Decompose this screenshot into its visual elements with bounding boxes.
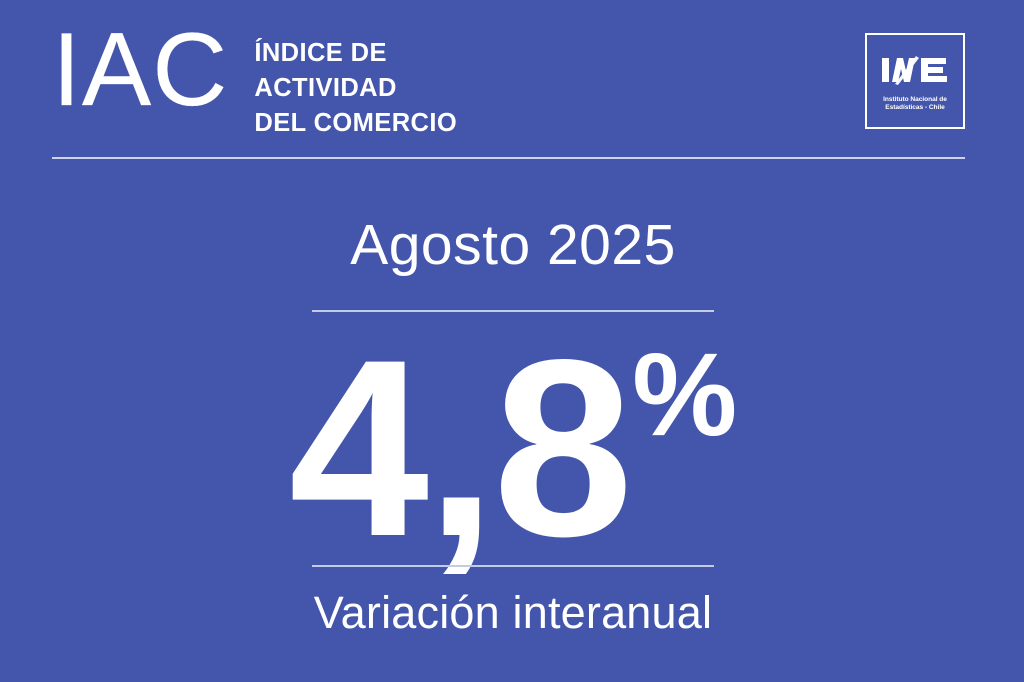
ine-logo-caption: Instituto Nacional de Estadísticas - Chi… <box>883 96 947 113</box>
headline-value-number: 4,8 <box>288 308 633 589</box>
header: IAC ÍNDICE DE ACTIVIDAD DEL COMERCIO <box>52 12 965 141</box>
indicator-title-line-3: DEL COMERCIO <box>254 108 458 137</box>
figure-block: Agosto 2025 4,8 % Variación interanual <box>289 213 737 637</box>
headline-value: 4,8 % <box>289 323 737 575</box>
iac-acronym-logotype: IAC <box>52 12 229 128</box>
reference-period: Agosto 2025 <box>350 213 676 277</box>
figure-bottom-divider <box>312 565 714 567</box>
brand-block: IAC ÍNDICE DE ACTIVIDAD DEL COMERCIO <box>52 12 457 141</box>
indicator-title: ÍNDICE DE ACTIVIDAD DEL COMERCIO <box>254 36 457 141</box>
header-divider <box>52 157 965 159</box>
percent-symbol: % <box>632 329 738 461</box>
value-caption: Variación interanual <box>313 587 713 638</box>
ine-caption-line-1: Instituto Nacional de <box>883 95 947 103</box>
figure-top-divider <box>312 310 714 312</box>
ine-caption-line-2: Estadísticas - Chile <box>885 104 945 111</box>
indicator-title-line-1: ÍNDICE DE <box>254 39 387 67</box>
indicator-title-line-2: ACTIVIDAD <box>254 73 397 102</box>
ine-monogram-icon <box>882 55 947 85</box>
ine-logo: Instituto Nacional de Estadísticas - Chi… <box>865 33 965 129</box>
